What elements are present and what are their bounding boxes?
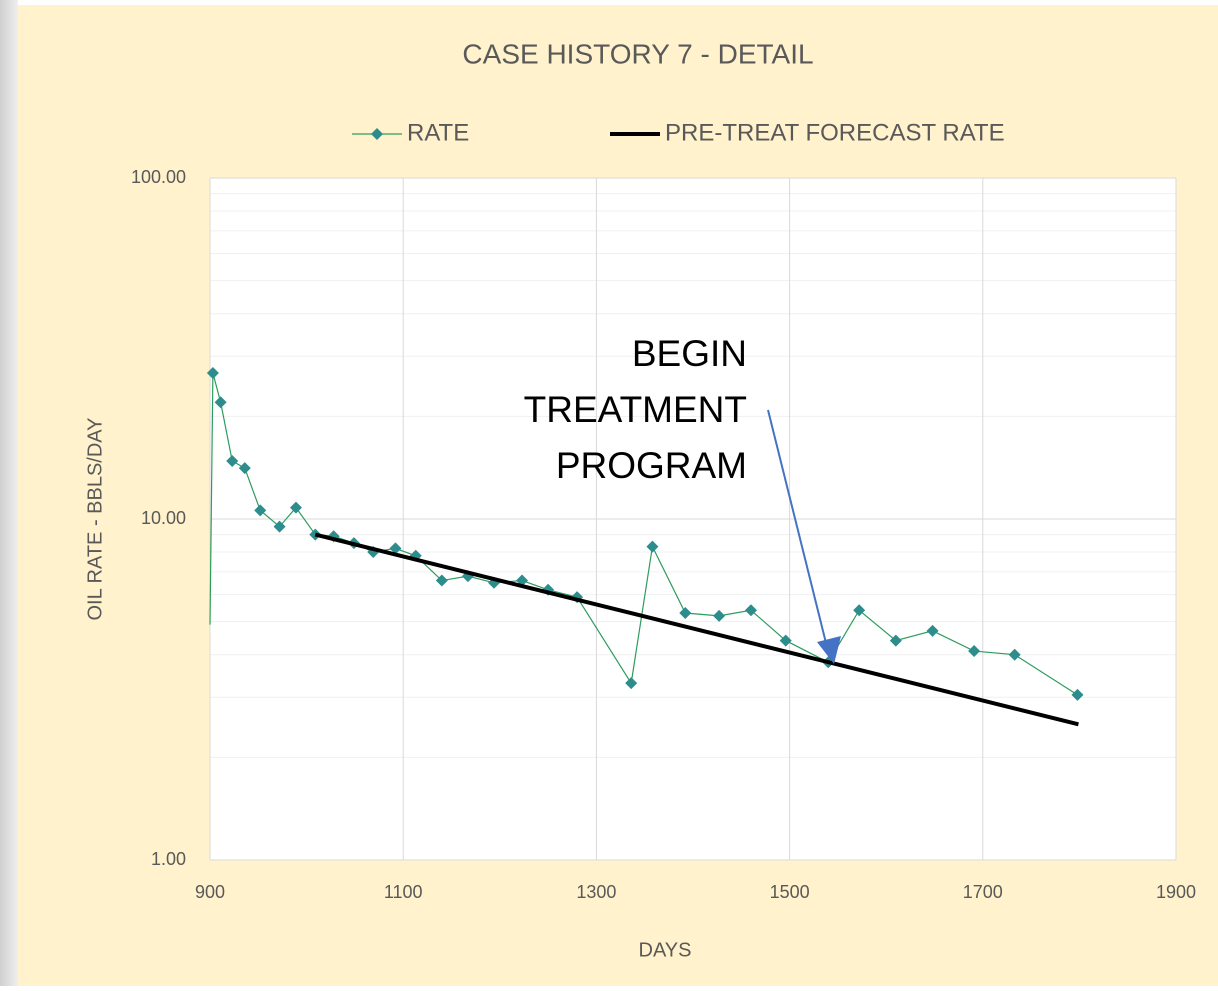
annotation: BEGIN TREATMENT PROGRAM [524,333,841,664]
grid: 1.00 10.00 100.00 900 1100 1300 1500 1700 1900 [131,167,1196,902]
data-point [968,645,981,658]
y-tick-label: 100.00 [131,167,186,187]
data-point [625,677,638,690]
x-axis-label: DAYS [639,939,692,961]
marks [206,367,1084,727]
annotation-text: TREATMENT [524,389,747,430]
x-tick-label: 1900 [1156,882,1196,902]
annotation-arrow [767,409,827,644]
x-tick-label: 1300 [576,882,616,902]
arrow-head [817,636,841,664]
series-line [314,532,1079,727]
x-tick-label: 1100 [384,882,423,902]
data-point [926,624,939,637]
data-point [853,604,866,617]
data-point [1008,648,1021,661]
data-point [254,504,267,517]
chart-title: CASE HISTORY 7 - DETAIL [462,38,813,69]
legend-label: PRE-TREAT FORECAST RATE [665,119,1005,146]
legend-label: RATE [407,119,469,146]
side-strip [0,0,18,986]
data-point [238,462,251,475]
y-axis-label: OIL RATE - BBLS/DAY [84,417,106,620]
legend-marker [371,128,383,140]
annotation-text: PROGRAM [556,445,747,486]
data-point [679,607,692,620]
data-point [779,634,792,647]
annotation-text: BEGIN [632,333,747,374]
x-tick-label: 1700 [963,882,1003,902]
x-tick-label: 900 [195,882,225,902]
data-point [206,367,219,380]
y-tick-label: 10.00 [141,508,186,528]
data-point [289,501,302,514]
data-point [889,634,902,647]
data-point [273,520,286,533]
data-point [435,574,448,587]
y-tick-label: 1.00 [151,849,186,869]
data-point [214,396,227,409]
data-point [389,542,402,555]
data-point [226,454,239,467]
x-tick-label: 1500 [770,882,810,902]
data-point [1071,688,1084,701]
data-point [646,540,659,553]
data-point [744,604,757,617]
data-point [713,609,726,622]
